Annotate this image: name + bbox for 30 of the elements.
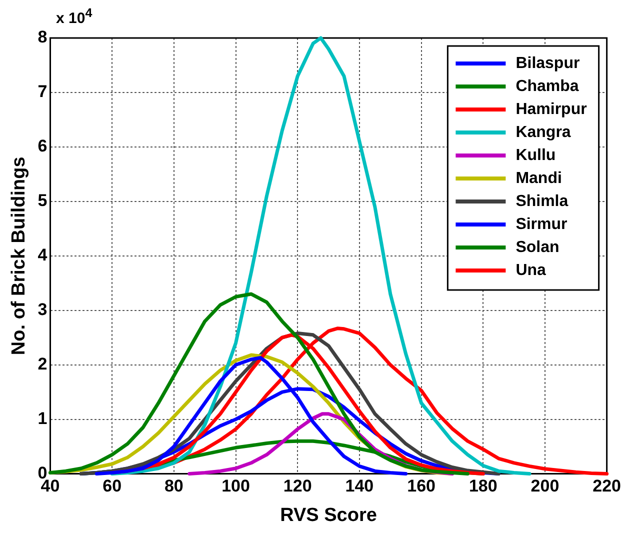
y-tick-label: 1 (38, 409, 48, 428)
legend-label: Sirmur (516, 216, 568, 233)
x-tick-label: 100 (222, 476, 250, 496)
legend-label: Solan (516, 238, 560, 256)
legend-label: Bilaspur (516, 54, 580, 72)
legend-label: Una (516, 262, 546, 279)
x-tick-label: 60 (102, 476, 122, 496)
legend-label: Hamirpur (516, 100, 587, 118)
x-tick-label: 200 (530, 476, 560, 496)
y-tick-label: 4 (38, 246, 48, 265)
x-tick-label: 160 (407, 476, 436, 496)
legend-label: Shimla (516, 192, 568, 210)
legend-label: Chamba (516, 78, 579, 95)
y-tick-label: 7 (38, 82, 48, 102)
legend-label: Mandi (516, 170, 562, 187)
x-tick-label: 120 (283, 476, 312, 496)
y-tick-label: 6 (38, 136, 48, 156)
x-tick-label: 140 (345, 476, 374, 496)
y-tick-label: 8 (38, 28, 48, 47)
legend-label: Kullu (516, 146, 556, 164)
text: x 10$^{4}$ (56, 6, 92, 27)
y-tick-label: 2 (38, 354, 48, 374)
x-tick-label: 80 (164, 476, 184, 496)
y-tick-label: 5 (38, 191, 48, 210)
y-axis-title: No. of Brick Buildings (8, 156, 30, 356)
x-tick-label: 220 (592, 476, 622, 496)
x-axis-title: RVS Score (280, 504, 377, 526)
x-tick-label: 180 (468, 476, 498, 496)
y-tick-label: 3 (38, 300, 48, 320)
legend-label: Kangra (516, 124, 571, 141)
